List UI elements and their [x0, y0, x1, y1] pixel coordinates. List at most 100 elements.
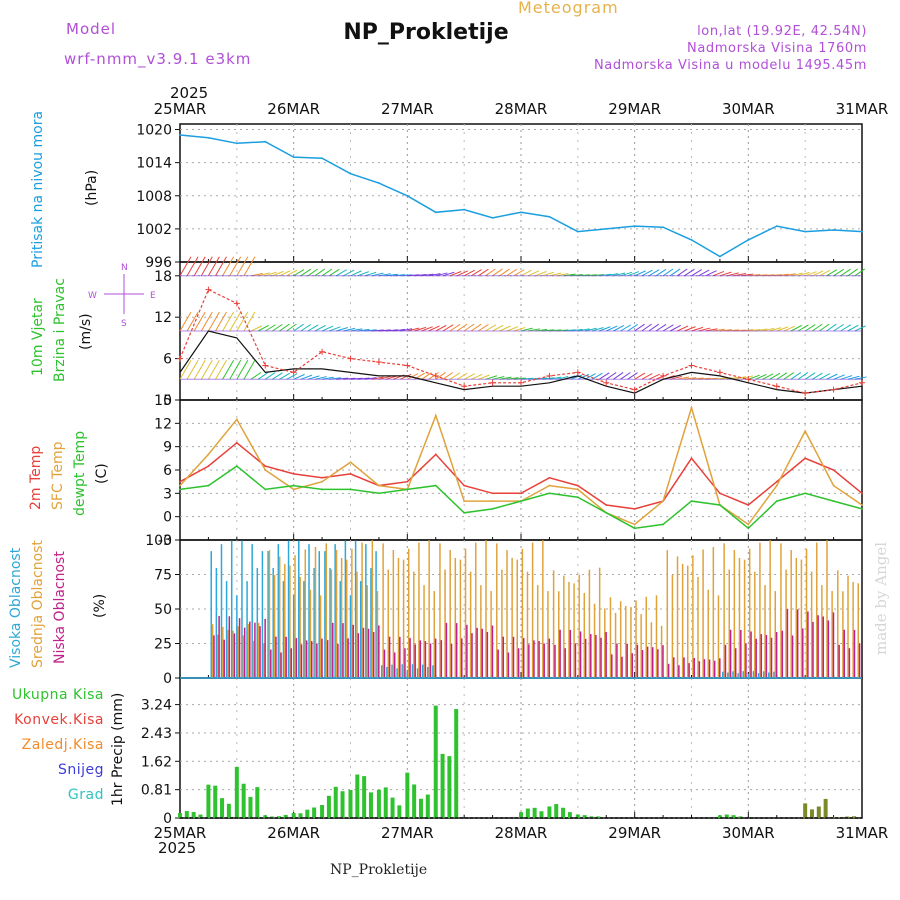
wind-barb — [193, 256, 206, 277]
wind-barb — [634, 323, 645, 332]
temp-point-0 — [434, 453, 437, 456]
pressure-point — [775, 225, 778, 228]
precip-bar — [561, 807, 566, 818]
temp-point-2 — [179, 488, 181, 491]
wind-barb — [307, 268, 319, 277]
temp-point-2 — [605, 511, 608, 514]
wind-barb — [400, 373, 412, 380]
temp-point-0 — [861, 492, 863, 495]
wind-barb — [442, 324, 454, 332]
wind-barb — [783, 325, 796, 332]
temp-point-0 — [292, 472, 295, 475]
x-tick-top-29MAR: 29MAR — [608, 100, 661, 118]
wind-barb — [605, 372, 617, 380]
wind-barb — [613, 372, 624, 380]
temp-point-0 — [321, 476, 323, 479]
pressure-point — [406, 194, 409, 197]
wind-barb — [435, 324, 447, 332]
compass-w: W — [88, 291, 97, 301]
wind-barb — [264, 372, 276, 380]
precip-bar — [405, 772, 410, 818]
wind-barb — [222, 256, 235, 277]
wind-barb — [449, 324, 461, 332]
wind-barb — [854, 325, 866, 332]
pressure-point — [207, 136, 210, 139]
temp-line-0 — [179, 441, 863, 510]
precip-bar — [823, 798, 828, 818]
wind-gust-point — [830, 386, 837, 393]
wind-barb — [854, 268, 866, 277]
y-tick-label-temperature: -3 — [158, 533, 172, 549]
temp-point-0 — [463, 484, 466, 487]
y-tick-label-cloud: 75 — [154, 568, 172, 584]
wind-barb — [272, 372, 283, 380]
temp-point-0 — [576, 484, 579, 487]
precip-bar — [191, 812, 196, 818]
wind-barb — [314, 324, 326, 332]
y-tick-label-pressure: 996 — [145, 255, 172, 271]
wind-barb — [442, 372, 454, 380]
precip-bar — [433, 705, 438, 818]
y-tick-label-pressure: 1002 — [136, 222, 172, 238]
wind-barb — [215, 311, 227, 332]
wind-barb — [719, 271, 732, 277]
temp-point-1 — [775, 484, 778, 487]
precip-bar — [731, 815, 736, 818]
temp-point-2 — [264, 488, 267, 491]
precip-bar — [184, 811, 189, 818]
wind-barb — [705, 270, 717, 277]
wind-barb — [819, 269, 831, 277]
wind-barb — [200, 311, 213, 332]
precip-bar — [355, 774, 360, 818]
wind-barb — [641, 373, 653, 380]
temp-point-0 — [548, 476, 551, 479]
precip-bar — [738, 816, 743, 818]
precip-bar — [525, 808, 530, 818]
wind-barb — [819, 323, 830, 332]
y-tick-label-pressure: 1008 — [136, 189, 172, 205]
precip-bar — [831, 817, 836, 818]
y-tick-label-precip: 0 — [163, 811, 172, 827]
precip-bar — [368, 792, 373, 818]
precip-bar — [803, 803, 808, 818]
wind-gust-point — [660, 372, 667, 379]
precip-bar — [255, 787, 260, 818]
wind-barb — [328, 268, 340, 277]
pressure-point — [633, 225, 636, 228]
precip-bar — [425, 794, 430, 818]
temp-point-2 — [235, 465, 238, 468]
wind-barb — [684, 268, 695, 277]
wind-speed-line — [179, 330, 863, 394]
wind-barb — [847, 324, 859, 332]
temp-point-0 — [207, 465, 210, 468]
wind-barb — [229, 359, 242, 380]
y-tick-label-wind: 12 — [154, 310, 172, 326]
precip-bar — [298, 813, 303, 818]
year-bottom: 2025 — [158, 839, 197, 857]
temp-point-1 — [434, 414, 437, 417]
wind-barb — [478, 268, 489, 277]
temp-point-0 — [235, 441, 238, 444]
wind-barb — [279, 372, 291, 380]
wind-barb — [364, 271, 377, 277]
precip-bar — [348, 789, 353, 818]
wind-barb — [677, 325, 689, 332]
wind-barb — [449, 271, 462, 277]
temp-point-1 — [463, 500, 466, 503]
wind-barb — [215, 359, 227, 380]
wind-barb — [804, 271, 817, 277]
wind-barb — [186, 359, 199, 380]
tick-labels: 25MAR 25MAR 26MAR 26MAR 27MAR 27MAR 28MAR 28MAR… — [136, 100, 888, 842]
precip-bar — [582, 815, 587, 818]
wind-barb — [712, 270, 725, 277]
wind-barb — [293, 323, 304, 332]
precip-legend-hail: Grad — [67, 787, 104, 803]
wind-barb — [613, 324, 625, 332]
x-tick-bottom-26MAR: 26MAR — [267, 824, 320, 842]
chart-subtitle: Meteogram — [518, 0, 619, 17]
wind-barb — [598, 326, 611, 332]
precip-bar — [412, 784, 417, 818]
temp-point-1 — [349, 461, 352, 464]
wind-barb — [193, 311, 206, 332]
wind-barb — [570, 374, 583, 380]
